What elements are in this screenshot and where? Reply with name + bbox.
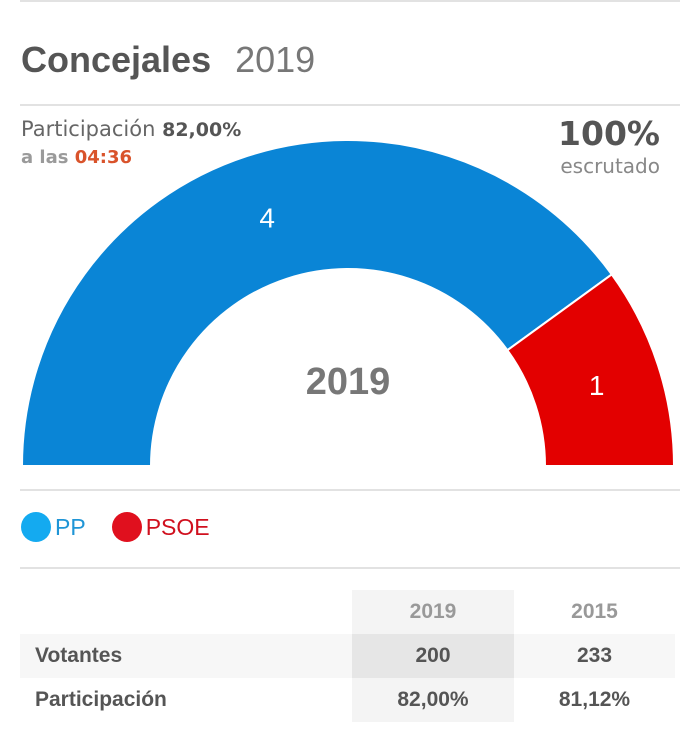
table-row-votantes: Votantes 200 233 xyxy=(20,634,675,678)
seat-label-psoe: 1 xyxy=(589,370,605,401)
results-table: 2019 2015 Votantes 200 233 Participación… xyxy=(20,590,675,722)
chart-center-year: 2019 xyxy=(306,361,391,403)
scrutiny-percent: 100% xyxy=(558,114,660,153)
arc-segment-psoe xyxy=(505,272,676,467)
legend-dot-psoe xyxy=(111,512,142,542)
cell-2019: 200 xyxy=(352,634,514,678)
top-divider xyxy=(20,0,680,2)
legend-label-pp: PP xyxy=(55,513,86,540)
participation-time: 04:36 xyxy=(74,147,133,168)
legend-top-divider xyxy=(20,489,680,491)
arc-segment-pp xyxy=(20,139,614,467)
legend-item-psoe: PSOE xyxy=(111,512,210,542)
row-label: Participación xyxy=(35,688,167,711)
title-year: 2019 xyxy=(235,39,316,80)
legend-label-psoe: PSOE xyxy=(145,513,210,540)
table-header-2019: 2019 xyxy=(352,590,514,634)
participation-info: Participación 82,00% a las 04:36 xyxy=(21,114,241,171)
time-prefix: a las xyxy=(21,147,69,168)
participation-value: 82,00% xyxy=(162,119,242,141)
legend-dot-pp xyxy=(21,512,51,542)
scrutiny-label: escrutado xyxy=(560,154,660,178)
seats-chart: 4 1 2019 xyxy=(20,139,676,467)
legend-item-pp: PP xyxy=(21,512,86,542)
table-header-2015: 2015 xyxy=(571,600,618,623)
title-text: Concejales xyxy=(21,39,212,80)
cell-2019: 82,00% xyxy=(352,678,514,722)
cell-2015: 81,12% xyxy=(558,688,631,711)
table-header-empty xyxy=(20,590,352,634)
table-header-row: 2019 2015 xyxy=(20,590,675,634)
title-divider xyxy=(20,104,680,106)
participation-label: Participación xyxy=(21,117,156,141)
table-row-participacion: Participación 82,00% 81,12% xyxy=(20,678,675,722)
row-label: Votantes xyxy=(20,634,352,678)
chart-legend: PP PSOE xyxy=(21,512,236,542)
page-title: Concejales 2019 xyxy=(21,38,315,82)
cell-2015: 233 xyxy=(514,634,675,678)
legend-bottom-divider xyxy=(20,567,680,569)
scrutiny-info: 100% escrutado xyxy=(558,114,660,178)
seat-label-pp: 4 xyxy=(259,202,275,233)
